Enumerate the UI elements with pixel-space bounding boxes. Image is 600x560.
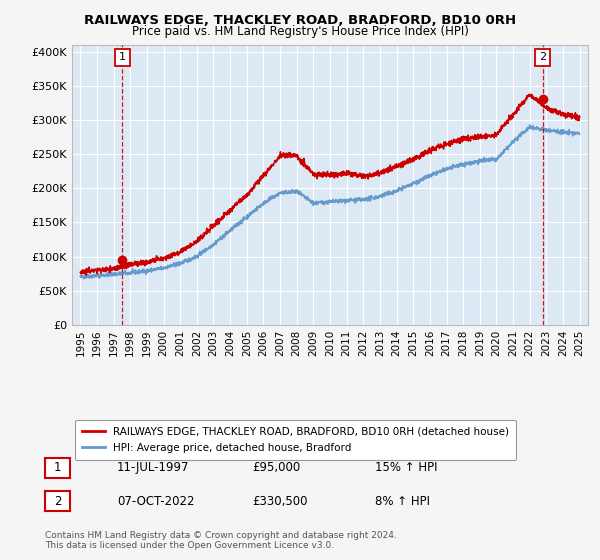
Text: 07-OCT-2022: 07-OCT-2022 (117, 494, 194, 508)
Text: 8% ↑ HPI: 8% ↑ HPI (375, 494, 430, 508)
Text: RAILWAYS EDGE, THACKLEY ROAD, BRADFORD, BD10 0RH: RAILWAYS EDGE, THACKLEY ROAD, BRADFORD, … (84, 14, 516, 27)
Text: 2: 2 (539, 53, 546, 62)
Text: 1: 1 (54, 461, 61, 474)
Text: 2: 2 (54, 494, 61, 508)
Text: Contains HM Land Registry data © Crown copyright and database right 2024.
This d: Contains HM Land Registry data © Crown c… (45, 530, 397, 550)
Text: Price paid vs. HM Land Registry's House Price Index (HPI): Price paid vs. HM Land Registry's House … (131, 25, 469, 38)
Legend: RAILWAYS EDGE, THACKLEY ROAD, BRADFORD, BD10 0RH (detached house), HPI: Average : RAILWAYS EDGE, THACKLEY ROAD, BRADFORD, … (74, 419, 517, 460)
Text: 15% ↑ HPI: 15% ↑ HPI (375, 461, 437, 474)
Text: £330,500: £330,500 (252, 494, 308, 508)
Text: £95,000: £95,000 (252, 461, 300, 474)
Text: 11-JUL-1997: 11-JUL-1997 (117, 461, 190, 474)
Text: 1: 1 (119, 53, 126, 62)
